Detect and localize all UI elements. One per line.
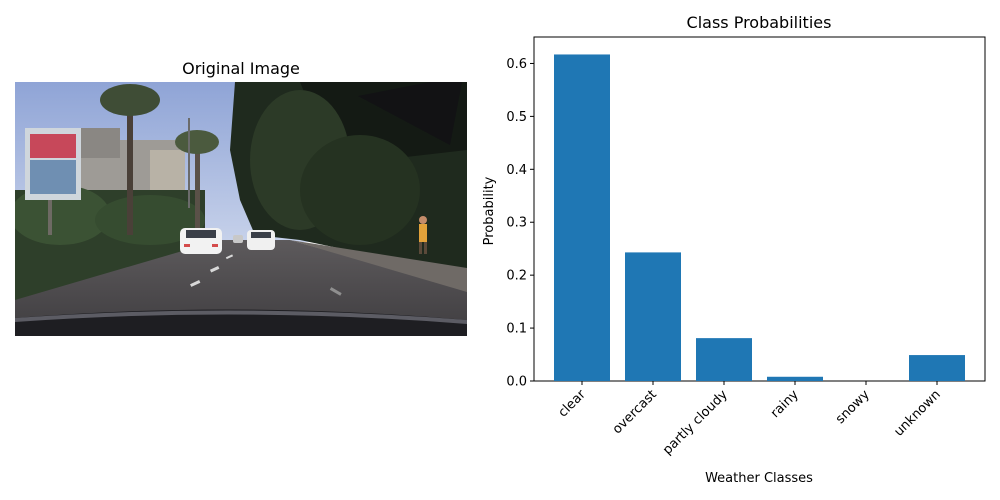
y-tick-label: 0.6 <box>506 57 527 72</box>
y-ticks: 0.0 0.1 0.2 0.3 0.4 0.5 0.6 <box>506 57 534 390</box>
bar-clear <box>554 54 610 382</box>
photo-panel: Original Image <box>15 59 467 336</box>
x-tick-label: snowy <box>833 387 873 427</box>
bar-unknown <box>909 355 965 381</box>
y-tick-label: 0.1 <box>506 322 527 337</box>
x-tick-label: clear <box>556 387 590 421</box>
x-tick-label: partly cloudy <box>660 387 731 458</box>
plot-area-frame <box>533 36 986 382</box>
x-tick-label: overcast <box>610 387 660 437</box>
x-tick-label: rainy <box>768 387 802 421</box>
y-tick-label: 0.5 <box>506 110 527 125</box>
y-tick-label: 0.2 <box>506 269 527 284</box>
x-axis-label: Weather Classes <box>705 471 813 486</box>
chart-title: Class Probabilities <box>687 13 832 32</box>
y-tick-label: 0.4 <box>506 163 527 178</box>
bar-chart: Class Probabilities 0.00.10.20.30.40.50.… <box>482 13 986 486</box>
photo-title: Original Image <box>182 59 300 78</box>
y-tick-label: 0.3 <box>506 216 527 231</box>
bar-partly-cloudy <box>696 338 752 381</box>
y-axis-label: Probability <box>482 176 497 245</box>
bars-layer <box>554 54 965 382</box>
y-tick-label: 0.0 <box>506 375 527 390</box>
x-tick-label: unknown <box>891 387 943 439</box>
bar-overcast <box>625 252 681 381</box>
road-photo <box>15 82 467 336</box>
bar-rainy <box>767 376 823 381</box>
x-ticks: clear overcast partly cloudy rainy snowy unkn… <box>556 381 944 458</box>
